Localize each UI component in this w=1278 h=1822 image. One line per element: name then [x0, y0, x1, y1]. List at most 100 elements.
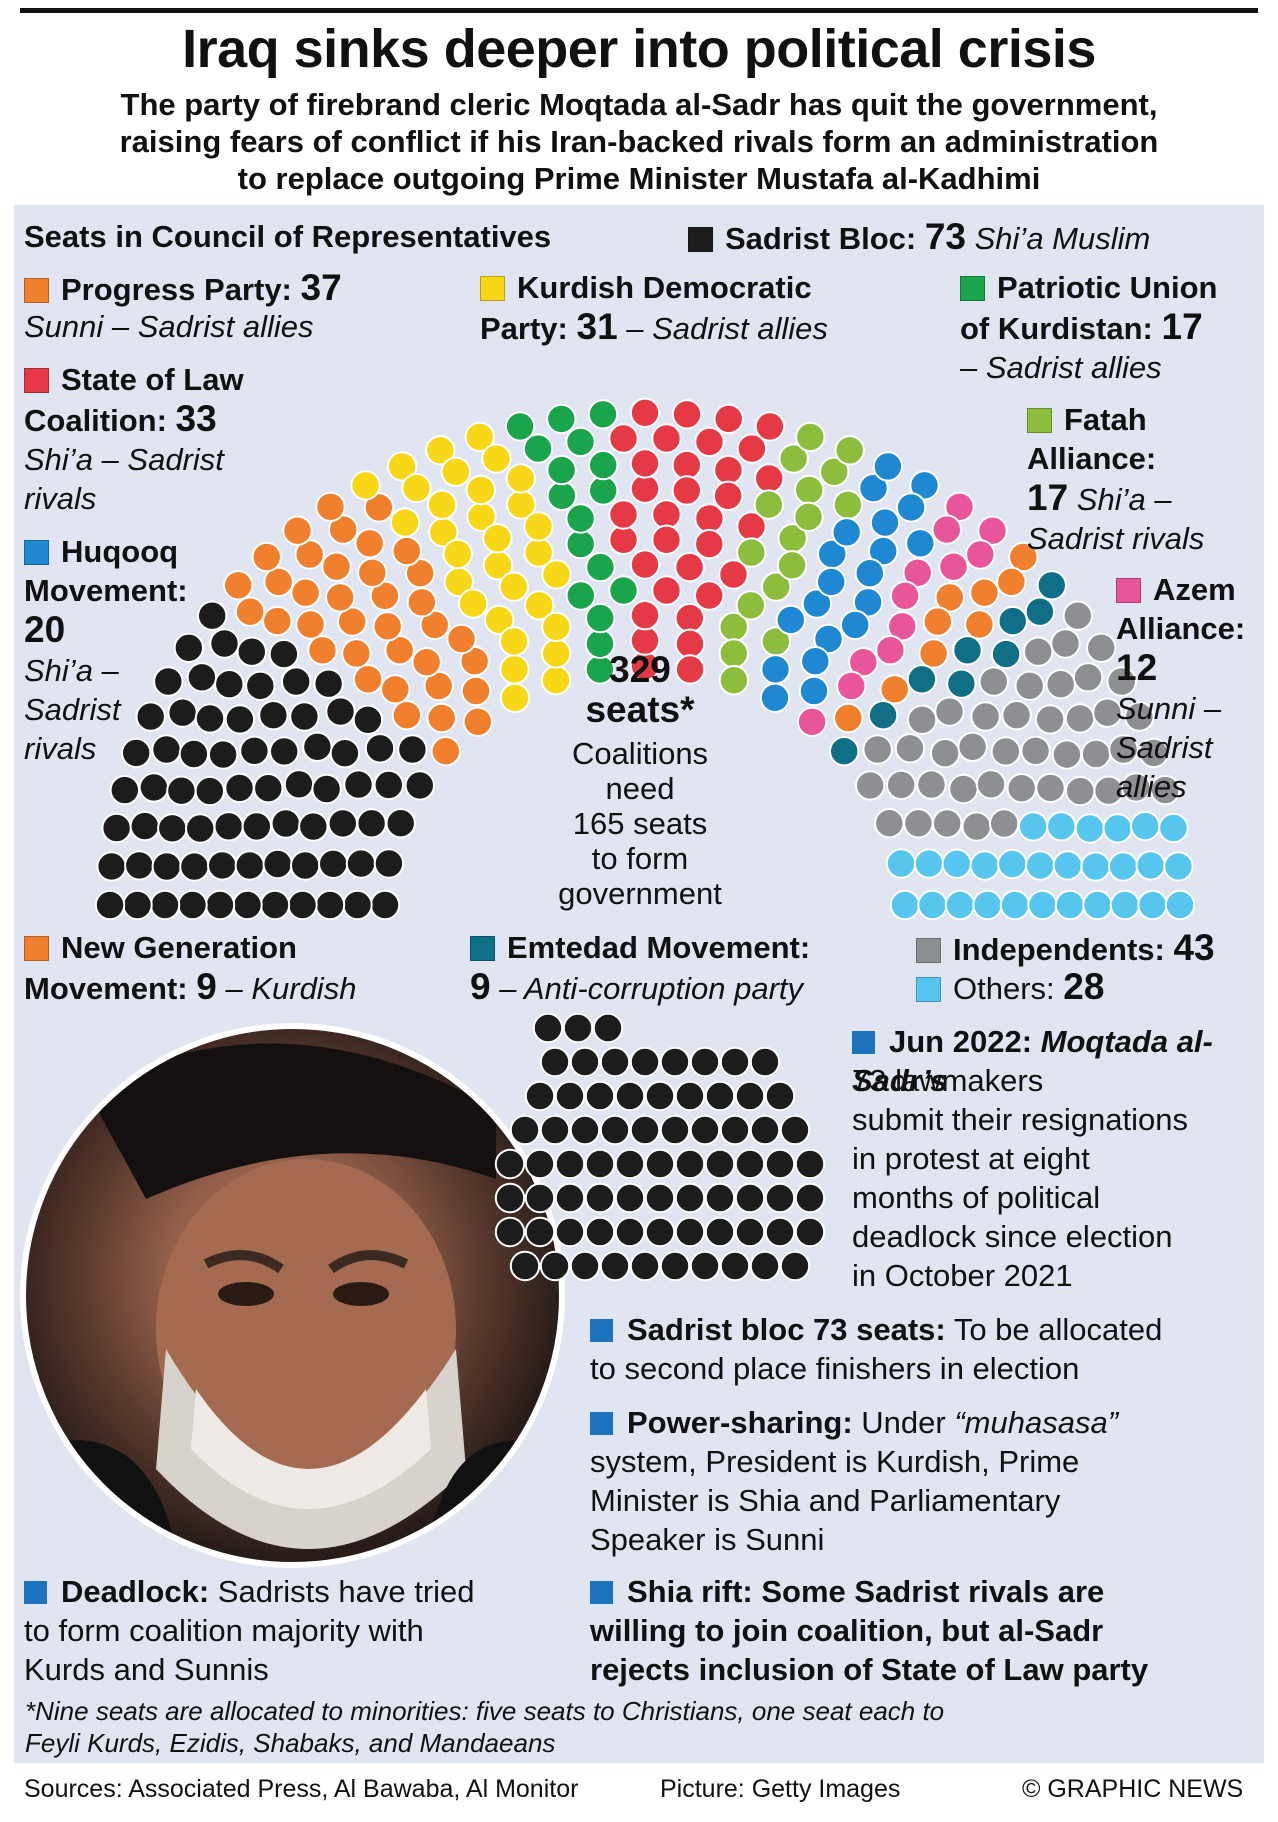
seat-others: [889, 889, 921, 921]
resigned-seat: [734, 1182, 766, 1214]
seat-state-of-law-coalition: [651, 499, 682, 530]
seat-fatah-alliance: [795, 421, 826, 453]
seat-state-of-law-coalition: [651, 524, 682, 555]
resigned-seat: [749, 1114, 781, 1146]
seat-others: [1074, 813, 1106, 844]
bullet-text: to form coalition majority with: [24, 1613, 424, 1648]
bullet-line: in protest at eight: [852, 1141, 1090, 1176]
seat-fatah-alliance: [819, 456, 850, 487]
resigned-seat: [704, 1080, 736, 1112]
legend-puk: Patriotic Union: [960, 268, 1217, 307]
resigned-seat: [734, 1216, 766, 1248]
seat-state-of-law-coalition: [694, 580, 725, 611]
seat-state-of-law-coalition: [674, 602, 705, 634]
seat-huqooq-movement: [868, 535, 899, 567]
seat-kurdish-democratic-party: [482, 523, 513, 554]
seat-kurdish-democratic-party: [401, 472, 432, 504]
seat-sadrist-bloc: [109, 774, 141, 806]
legend-sol: State of Law: [24, 360, 244, 399]
seat-sadrist-bloc: [373, 769, 404, 801]
seat-fatah-alliance: [761, 571, 792, 602]
seat-independents: [855, 770, 886, 801]
resigned-seat: [629, 1114, 661, 1146]
seat-patriotic-union-of-kurdistan: [587, 399, 619, 430]
resigned-seat: [659, 1046, 691, 1078]
bullet-marker: [852, 1031, 875, 1054]
seat-sadrist-bloc: [236, 636, 268, 667]
seat-independents: [1062, 600, 1094, 631]
bullet-text: Shia rift: Some Sadrist rivals are: [627, 1574, 1105, 1609]
seat-progress-party: [341, 638, 372, 669]
seat-others: [1046, 811, 1077, 842]
seat-fatah-alliance: [832, 489, 864, 520]
resigned-seat: [674, 1080, 706, 1112]
bullet-text: to second place finishers in election: [590, 1351, 1080, 1386]
seat-azem-alliance: [965, 539, 996, 570]
bullet-head: Deadlock:: [61, 1574, 210, 1609]
legend-name: State of Law: [61, 362, 244, 397]
legend-swatch: [688, 227, 713, 252]
legend-progress: Progress Party: 37: [24, 268, 342, 309]
seat-kurdish-democratic-party: [465, 474, 496, 506]
subtitle-line: The party of firebrand cleric Moqtada al…: [120, 87, 1158, 122]
resigned-seat: [614, 1148, 646, 1180]
seat-independents: [934, 696, 965, 727]
seat-independents: [1035, 772, 1066, 804]
bullet-text: To be allocated: [953, 1312, 1163, 1347]
resigned-seat: [734, 1148, 766, 1180]
resigned-seat: [689, 1250, 721, 1282]
seat-others: [1164, 889, 1196, 921]
legend-swatch: [480, 276, 505, 301]
seat-sadrist-bloc: [96, 851, 127, 882]
seat-huqooq-movement: [854, 558, 885, 589]
seat-state-of-law-coalition: [651, 575, 682, 606]
seat-sadrist-bloc: [209, 628, 240, 659]
seat-sadrist-bloc: [121, 737, 152, 769]
seat-independents: [948, 773, 979, 805]
seat-progress-party: [262, 605, 293, 637]
footer-sources: Sources: Associated Press, Al Bawaba, Al…: [24, 1775, 579, 1803]
resigned-seat: [629, 1250, 661, 1282]
bullet-text: Speaker is Sunni: [590, 1522, 825, 1557]
seat-emtedad-movement: [990, 638, 1022, 670]
seat-independents: [961, 811, 992, 842]
seat-others: [1025, 850, 1056, 881]
seat-progress-party: [223, 570, 254, 601]
seat-sadrist-bloc: [207, 850, 238, 881]
seat-state-of-law-coalition: [674, 654, 706, 685]
seat-azem-alliance: [796, 706, 828, 737]
seat-huqooq-movement: [909, 470, 940, 501]
seat-sadrist-bloc: [173, 632, 205, 663]
resigned-seat: [644, 1148, 676, 1180]
seat-sadrist-bloc: [239, 735, 270, 766]
seat-progress-party: [391, 535, 422, 567]
seat-sadrist-bloc: [153, 666, 184, 697]
resigned-seat: [539, 1250, 571, 1282]
seat-state-of-law-coalition: [629, 473, 661, 504]
seat-azem-alliance: [875, 635, 906, 666]
bullet-text: Under: [861, 1405, 946, 1440]
resigned-seat: [719, 1046, 751, 1078]
seat-progress-party: [430, 736, 461, 767]
seat-state-of-law-coalition: [671, 449, 702, 481]
seat-emtedad-movement: [952, 635, 983, 666]
seat-others: [972, 889, 1003, 921]
seat-azem-alliance: [938, 551, 969, 582]
legend-name: Sadrist Bloc:: [725, 221, 917, 256]
seat-huqooq-movement: [872, 451, 904, 482]
seat-progress-party: [446, 623, 477, 655]
legend-others: Others: 28: [916, 967, 1104, 1008]
seat-kurdish-democratic-party: [425, 435, 456, 466]
legend-desc: Sadrist rivals: [1027, 521, 1205, 556]
seat-sadrist-bloc: [245, 670, 276, 701]
seat-progress-party: [234, 596, 266, 627]
bullet-jun-head: Jun 2022: Moqtada al-Sadr’s: [852, 1022, 1278, 1100]
seat-kurdish-democratic-party: [505, 463, 536, 494]
legend-name: Fatah: [1064, 402, 1147, 437]
resigned-seat: [562, 1012, 594, 1044]
seat-others: [913, 848, 945, 879]
bullet-power-sharing: Power-sharing: Under “muhasasa” system, …: [590, 1403, 1118, 1559]
bullet-text: Sadrists have tried: [217, 1574, 475, 1609]
legend-value: 43: [1173, 927, 1215, 968]
legend-swatch: [916, 938, 941, 963]
